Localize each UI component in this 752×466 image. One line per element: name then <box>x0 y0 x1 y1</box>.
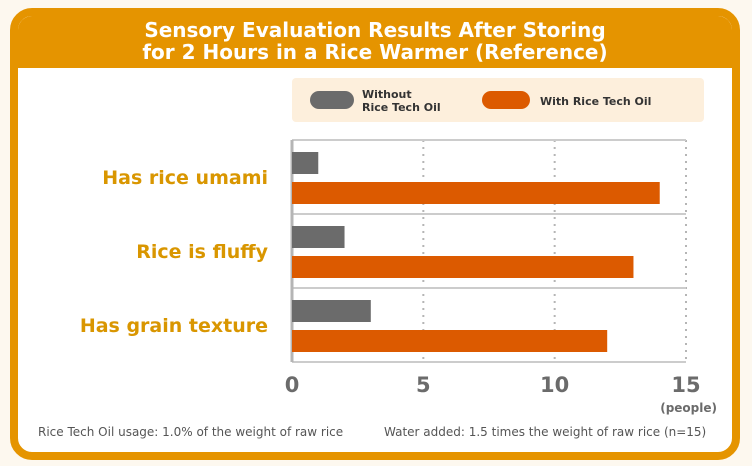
category-label-1: Rice is fluffy <box>136 241 268 263</box>
legend-swatch-with <box>482 91 530 109</box>
legend-label-without-line-1: Without <box>362 88 412 101</box>
category-label-2: Has grain texture <box>80 315 268 337</box>
x-tick-label-5: 5 <box>416 373 431 397</box>
bar-with-2 <box>292 330 608 352</box>
chart-title-line-1: Sensory Evaluation Results After Storing <box>144 18 606 42</box>
legend-swatch-without <box>310 91 354 109</box>
bar-with-0 <box>292 182 660 204</box>
x-tick-label-15: 15 <box>671 373 700 397</box>
x-axis-label: (people) <box>660 401 717 415</box>
bar-without-2 <box>292 300 371 322</box>
bar-without-0 <box>292 152 319 174</box>
chart-header: Sensory Evaluation Results After Storing… <box>18 16 732 68</box>
footnote-oil-usage: Rice Tech Oil usage: 1.0% of the weight … <box>38 425 344 439</box>
bar-without-1 <box>292 226 345 248</box>
bar-with-1 <box>292 256 634 278</box>
legend-label-without-line-2: Rice Tech Oil <box>362 101 441 114</box>
x-tick-label-10: 10 <box>540 373 569 397</box>
legend-label-with: With Rice Tech Oil <box>540 95 651 108</box>
x-tick-label-0: 0 <box>285 373 300 397</box>
chart-title-line-2: for 2 Hours in a Rice Warmer (Reference) <box>142 40 608 64</box>
footnote-water-added: Water added: 1.5 times the weight of raw… <box>384 425 707 439</box>
category-label-0: Has rice umami <box>102 167 268 189</box>
